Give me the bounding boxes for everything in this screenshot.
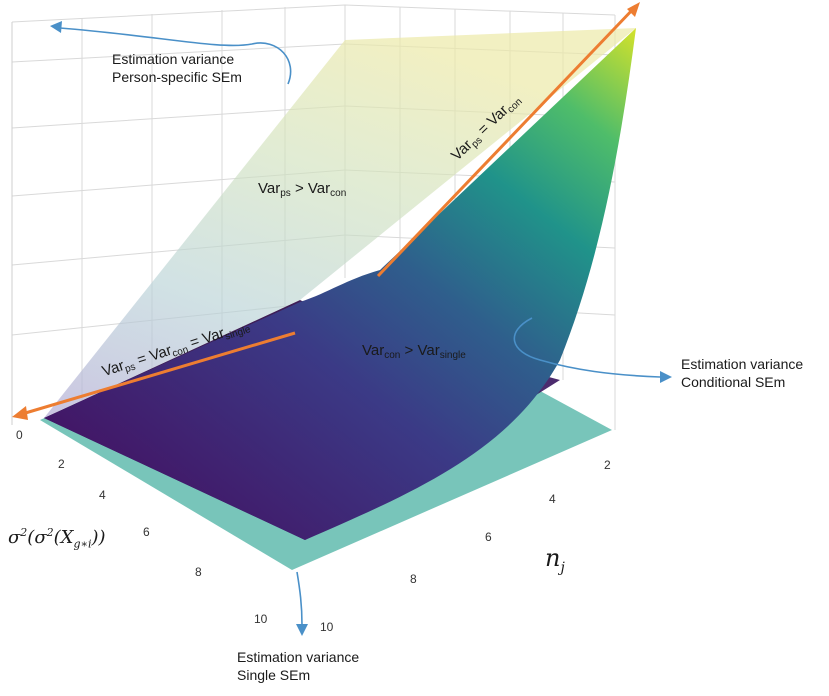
left-axis-tick: 2 <box>58 457 65 471</box>
person-specific-plane <box>44 28 636 418</box>
left-axis-tick: 6 <box>143 525 150 539</box>
right-axis-tick: 8 <box>410 572 417 586</box>
right-axis-title: nj <box>545 544 565 576</box>
left-axis-title: σ2(σ2(Xg∗i)) <box>8 526 106 551</box>
pointer-person-specific <box>50 21 292 85</box>
arrowhead-left-icon <box>12 406 28 420</box>
arrowhead-up-icon <box>627 2 640 17</box>
pointer-arrowhead-icon <box>50 21 62 33</box>
left-axis-tick: 4 <box>99 488 106 502</box>
equality-line-upper <box>376 2 640 278</box>
pointer-arrowhead-icon <box>660 371 672 383</box>
annotation-line: Estimation variance <box>112 51 235 67</box>
left-axis-tick: 8 <box>195 565 202 579</box>
right-axis-tick: 10 <box>320 620 334 634</box>
right-axis-tick: 4 <box>549 492 556 506</box>
pointer-arrowhead-icon <box>296 624 308 636</box>
conditional-surface <box>44 28 636 540</box>
region-ps-gt-con: Varps > Varcon <box>258 180 347 199</box>
annotation-person-specific: Estimation variance Person-specific SEm <box>112 50 242 86</box>
annotation-line: Single SEm <box>237 667 311 683</box>
pointer-single <box>296 571 308 636</box>
annotation-line: Estimation variance <box>681 356 804 372</box>
pointer-conditional <box>513 317 672 383</box>
region-con-gt-single: Varcon > Varsingle <box>362 342 466 361</box>
annotation-line: Estimation variance <box>237 649 360 665</box>
annotation-line: Conditional SEm <box>681 374 786 390</box>
annotation-single: Estimation variance Single SEm <box>237 648 359 684</box>
left-axis-tick: 10 <box>254 612 268 626</box>
right-axis-tick: 2 <box>604 458 611 472</box>
annotation-line: Person-specific SEm <box>112 69 242 85</box>
left-axis-tick: 0 <box>16 428 23 442</box>
equality-line-lower <box>12 331 296 420</box>
annotation-conditional: Estimation variance Conditional SEm <box>681 355 803 391</box>
right-axis-tick: 6 <box>485 530 492 544</box>
